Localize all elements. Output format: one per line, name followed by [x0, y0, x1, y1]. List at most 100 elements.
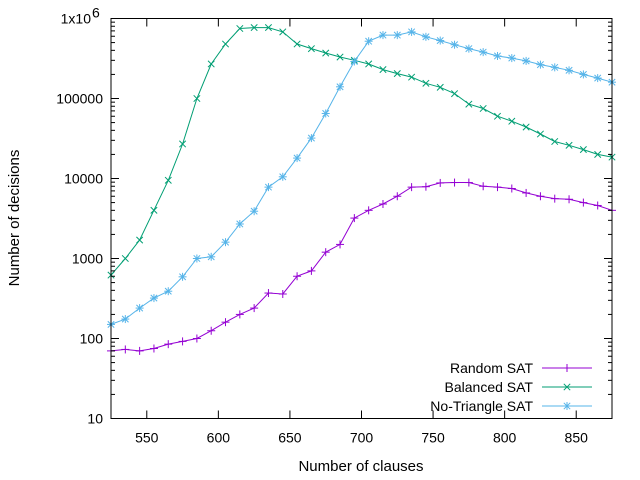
legend-marker: [563, 402, 571, 410]
data-point-d2: [164, 287, 172, 295]
data-point: [336, 82, 345, 91]
data-point: [479, 48, 488, 57]
data-point: [121, 345, 130, 354]
data-point: [364, 206, 373, 215]
data-point: [321, 248, 330, 257]
data-point: [507, 184, 516, 193]
data-point-d2: [365, 37, 373, 45]
data-point: [421, 32, 430, 41]
data-point-d2: [408, 28, 416, 36]
data-point-d2: [393, 31, 401, 39]
data-point: [522, 123, 530, 131]
data-point-d2: [465, 45, 473, 53]
data-point: [192, 254, 201, 263]
data-point-d2: [365, 60, 373, 68]
data-point: [192, 334, 201, 343]
x-tick-label: 700: [350, 430, 374, 446]
data-point: [551, 137, 559, 146]
data-point: [393, 192, 402, 201]
data-point: [493, 51, 502, 60]
data-point: [221, 40, 230, 48]
data-point: [250, 207, 259, 216]
data-point: [135, 346, 144, 355]
series-line: [110, 27, 613, 276]
legend-marker-d2: [563, 402, 571, 410]
data-point: [378, 31, 387, 40]
data-point-d2: [551, 63, 559, 71]
data-point: [450, 178, 459, 187]
plot-frame: [110, 18, 613, 419]
data-point: [522, 188, 531, 197]
data-point: [393, 70, 401, 78]
data-point-d2: [322, 109, 330, 118]
data-point: [593, 74, 602, 83]
data-point: [579, 146, 587, 154]
data-point: [436, 178, 445, 187]
data-point-d2: [493, 52, 502, 60]
y-tick-exponent: 6: [92, 5, 100, 21]
data-point-d2: [536, 61, 544, 69]
x-tick-label: 800: [493, 430, 517, 446]
data-point: [350, 214, 359, 223]
data-point-d2: [379, 66, 387, 74]
data-point: [278, 172, 287, 181]
legend-marker: [563, 383, 571, 391]
y-tick-label: 100: [80, 331, 104, 347]
data-point: [221, 318, 230, 327]
data-point: [565, 141, 573, 149]
data-point-d2: [293, 154, 301, 162]
data-point-d2: [207, 253, 215, 261]
y-tick-label: 100000: [56, 91, 103, 107]
data-point-d2: [121, 315, 129, 323]
data-point: [379, 66, 387, 74]
data-point-d2: [179, 273, 187, 281]
data-point-d2: [236, 24, 244, 33]
data-point-d2: [336, 53, 344, 61]
data-point: [565, 195, 574, 204]
data-point-d2: [250, 207, 258, 215]
data-point: [479, 104, 487, 113]
legend-marker-d2: [563, 383, 571, 391]
legend-label: Random SAT: [450, 360, 533, 376]
data-point-d2: [279, 28, 287, 36]
data-point: [178, 337, 187, 346]
data-point: [121, 254, 129, 263]
data-point-d2: [479, 48, 487, 56]
data-point: [264, 183, 273, 192]
data-point: [307, 45, 315, 53]
x-axis-label: Number of clauses: [298, 458, 423, 475]
data-point-d2: [594, 74, 602, 82]
data-point: [450, 40, 459, 49]
data-point: [307, 266, 316, 275]
x-tick-label: 650: [278, 430, 302, 446]
data-point-d2: [264, 183, 273, 191]
data-point-d2: [136, 236, 144, 244]
data-point-d2: [121, 254, 129, 263]
data-point: [536, 130, 544, 138]
data-point-d2: [236, 220, 244, 228]
data-point-d2: [379, 31, 387, 39]
data-point: [408, 73, 416, 81]
data-point: [464, 44, 473, 53]
x-tick-label: 750: [421, 430, 445, 446]
data-point: [479, 182, 488, 191]
data-point: [179, 140, 187, 148]
data-point-d2: [264, 24, 273, 32]
data-point: [178, 272, 187, 281]
data-point: [264, 24, 273, 32]
data-point-d2: [221, 40, 230, 48]
data-point: [207, 326, 216, 335]
data-point-d2: [193, 94, 201, 103]
data-point-d2: [221, 238, 230, 246]
data-point-d2: [522, 57, 530, 65]
data-point: [522, 56, 531, 65]
y-tick-label: 1000: [72, 251, 103, 267]
data-point-d2: [336, 83, 344, 91]
data-point-d2: [565, 141, 573, 149]
data-point-d2: [408, 73, 416, 81]
data-point: [307, 134, 316, 143]
data-point: [235, 219, 244, 228]
data-point: [164, 287, 173, 296]
